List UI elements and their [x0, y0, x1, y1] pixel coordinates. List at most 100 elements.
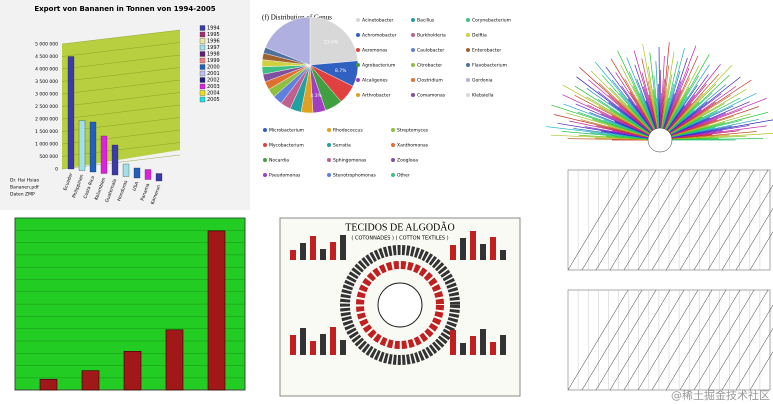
bar [39, 378, 58, 391]
legend-swatch [199, 96, 206, 103]
diag-line [567, 289, 629, 391]
source-text: Bananen.pdf [10, 185, 39, 191]
legend-swatch [199, 51, 206, 57]
deco-bar [340, 235, 346, 260]
bar [78, 120, 86, 171]
diag-line [595, 289, 657, 391]
diag-line [595, 169, 657, 271]
legend-label: 2005 [207, 97, 220, 103]
legend-label: Comamonas [417, 93, 446, 99]
bar [144, 169, 152, 180]
y-tick-label: 0 [55, 167, 58, 173]
grid-line [61, 29, 181, 45]
legend-dot [411, 78, 415, 82]
y-tick-label: 3 000 000 [35, 92, 58, 98]
legend-dot [411, 48, 415, 52]
diag-line [651, 169, 713, 271]
deco-bar [330, 242, 336, 260]
y-tick-label: 4 500 000 [35, 54, 58, 60]
diag-line [609, 289, 671, 391]
legend-swatch [199, 38, 206, 44]
legend-label: 2000 [207, 65, 220, 71]
grid-line [61, 42, 181, 57]
deco-bar [460, 343, 466, 355]
diag-line [623, 289, 685, 391]
legend-dot [356, 93, 360, 97]
legend-dot [391, 143, 395, 147]
diag-line [707, 169, 769, 271]
genus-title: (f) Distribution of Genus [262, 14, 332, 22]
deco-bar [300, 243, 306, 260]
legend-label: Agrobacterium [362, 63, 395, 69]
legend-label: Zoogloea [397, 158, 418, 164]
legend-dot [327, 158, 331, 162]
legend-dot [411, 63, 415, 67]
bar [207, 230, 226, 391]
deco-bar [310, 341, 316, 355]
legend-label: Burkholderia [417, 33, 446, 39]
legend-label: Streptomyces [397, 128, 429, 134]
legend-dot [466, 63, 470, 67]
bar [155, 173, 163, 182]
legend-label: 1995 [207, 32, 220, 38]
diag-line [749, 351, 773, 391]
diag-line [735, 327, 773, 391]
legend-dot [466, 78, 470, 82]
bar [89, 121, 97, 173]
bar [111, 144, 119, 176]
deco-bar [480, 329, 486, 355]
y-tick-label: 5 000 000 [35, 42, 58, 48]
legend-dot [327, 143, 331, 147]
legend-swatch [199, 57, 206, 64]
legend-label: 2003 [207, 84, 220, 90]
source-text: Dr. Hai Hsiao [10, 178, 39, 184]
diag-line [707, 289, 769, 391]
bar [123, 350, 142, 391]
legend-dot [263, 158, 267, 162]
deco-bar [460, 238, 466, 260]
legend-dot [356, 78, 360, 82]
deco-bar [490, 342, 496, 355]
legend-dot [356, 63, 360, 67]
diag-line [665, 169, 727, 271]
legend-label: Xanthomonas [397, 143, 429, 149]
grid-line [61, 54, 181, 70]
legend-dot [466, 48, 470, 52]
legend-label: 1997 [207, 45, 220, 51]
legend-label: 1996 [207, 39, 220, 45]
category-label: USA [131, 180, 140, 192]
deco-bar [500, 335, 506, 355]
hub [647, 127, 673, 153]
deco-bar [320, 249, 326, 260]
diag-line [567, 169, 629, 271]
legend-dot [411, 33, 415, 37]
tecidos-subtitle: ( COTONNADES ) ( COTTON TEXTILES ) [351, 236, 448, 242]
legend-dot [263, 173, 267, 177]
y-tick-label: 500 000 [39, 154, 58, 160]
deco-bar [300, 328, 306, 355]
legend-dot [466, 93, 470, 97]
legend-label: Microbacterium [269, 128, 304, 134]
diag-line [679, 289, 741, 391]
slice-label: 8.7% [335, 68, 347, 74]
deco-bar [500, 250, 506, 260]
grid-line [61, 79, 181, 95]
legend-label: Other [397, 173, 410, 179]
diag-line [581, 169, 643, 271]
legend-label: Alcaligenes [362, 78, 388, 84]
legend-label: Caulobacter [417, 48, 444, 54]
grid-line [61, 67, 181, 82]
category-label: Panama [139, 182, 151, 201]
source-text: Daten ZMP [10, 192, 35, 198]
legend-label: 2004 [207, 91, 220, 97]
legend-dot [327, 128, 331, 132]
bar [67, 56, 75, 170]
legend-dot [466, 33, 470, 37]
legend-label: Enterobacter [472, 48, 501, 54]
grid-line [61, 104, 181, 120]
deco-bar [450, 245, 456, 260]
legend-dot [411, 93, 415, 97]
deco-bar [330, 327, 336, 355]
deco-bar [320, 334, 326, 355]
